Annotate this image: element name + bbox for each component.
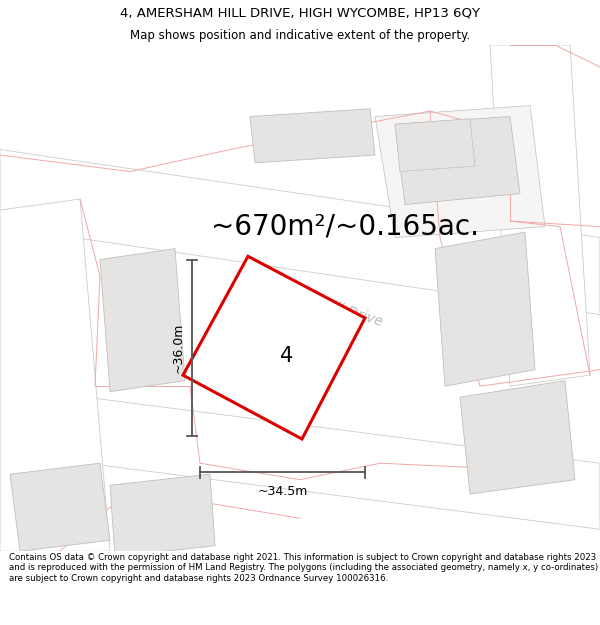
Text: Contains OS data © Crown copyright and database right 2021. This information is : Contains OS data © Crown copyright and d… (9, 552, 598, 582)
Text: 4, AMERSHAM HILL DRIVE, HIGH WYCOMBE, HP13 6QY: 4, AMERSHAM HILL DRIVE, HIGH WYCOMBE, HP… (120, 6, 480, 19)
Polygon shape (460, 381, 575, 494)
Text: Map shows position and indicative extent of the property.: Map shows position and indicative extent… (130, 29, 470, 42)
Text: 4: 4 (280, 346, 293, 366)
Polygon shape (0, 386, 600, 529)
Polygon shape (0, 199, 110, 551)
Text: Amersham Hill Drive: Amersham Hill Drive (245, 272, 385, 329)
Polygon shape (395, 116, 520, 204)
Polygon shape (110, 474, 215, 557)
Text: ~670m²/~0.165ac.: ~670m²/~0.165ac. (211, 213, 479, 241)
Polygon shape (183, 256, 365, 439)
Polygon shape (395, 119, 475, 171)
Polygon shape (100, 249, 185, 392)
Text: ~34.5m: ~34.5m (257, 486, 308, 498)
Polygon shape (435, 232, 535, 386)
Text: ~36.0m: ~36.0m (172, 322, 185, 373)
Polygon shape (10, 463, 110, 551)
Polygon shape (250, 109, 375, 162)
Polygon shape (0, 149, 600, 314)
Polygon shape (490, 45, 590, 386)
Polygon shape (375, 106, 545, 238)
